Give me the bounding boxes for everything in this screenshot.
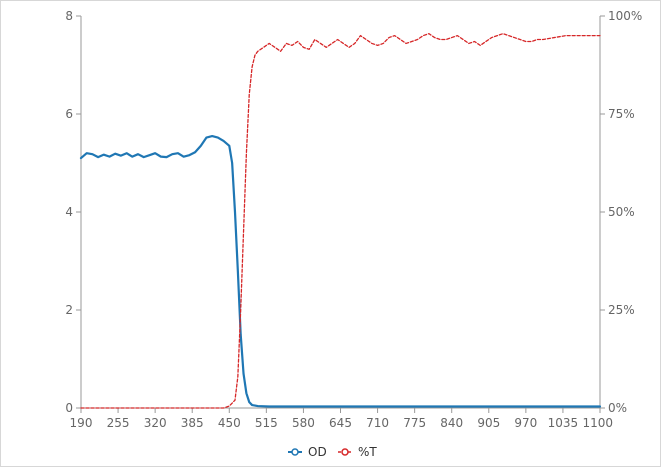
- x-tick-label: 645: [329, 416, 352, 430]
- y-right-tick-label: 25%: [608, 303, 635, 317]
- legend-od-label: OD: [308, 445, 327, 459]
- y-left-tick-label: 8: [65, 9, 73, 23]
- y-left-tick-label: 6: [65, 107, 73, 121]
- legend-od-marker: [291, 448, 299, 456]
- x-tick-label: 515: [255, 416, 278, 430]
- y-left-tick-label: 4: [65, 205, 73, 219]
- x-tick-label: 255: [107, 416, 130, 430]
- x-tick-label: 450: [218, 416, 241, 430]
- x-tick-label: 190: [70, 416, 93, 430]
- y-right-tick-label: 0%: [608, 401, 627, 415]
- series-od-line: [79, 134, 602, 408]
- legend-pct-t-marker: [341, 448, 349, 456]
- x-tick-label: 320: [144, 416, 167, 430]
- y-left-tick-label: 0: [65, 401, 73, 415]
- x-tick-label: 1035: [548, 416, 579, 430]
- series-pct-t-line: [80, 32, 601, 409]
- x-tick-label: 385: [181, 416, 204, 430]
- legend: OD %T: [288, 445, 377, 459]
- y-right-tick-label: 100%: [608, 9, 642, 23]
- x-tick-label: 710: [366, 416, 389, 430]
- y-right-tick-label: 50%: [608, 205, 635, 219]
- axes-layer: 0 2 4 6 8 0% 25% 50% 75% 100% 190 255 320 385 450 515 58…: [65, 9, 642, 430]
- legend-pct-t-label: %T: [358, 445, 377, 459]
- legend-item-od[interactable]: OD: [288, 445, 327, 459]
- x-tick-label: 1100: [582, 416, 613, 430]
- x-tick-label: 905: [477, 416, 500, 430]
- legend-item-pct-t[interactable]: %T: [338, 445, 377, 459]
- x-tick-label: 840: [440, 416, 463, 430]
- y-left-tick-label: 2: [65, 303, 73, 317]
- series-layer: [79, 32, 602, 409]
- x-tick-label: 970: [514, 416, 537, 430]
- x-tick-label: 580: [292, 416, 315, 430]
- x-tick-label: 775: [403, 416, 426, 430]
- y-right-tick-label: 75%: [608, 107, 635, 121]
